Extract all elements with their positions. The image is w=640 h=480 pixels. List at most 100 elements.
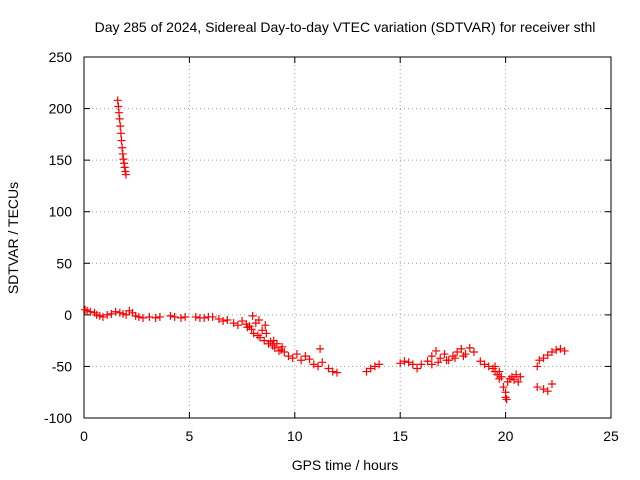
data-point [461,350,470,359]
data-point [111,307,120,316]
data-point [516,372,525,381]
grid [84,57,611,418]
x-axis-label: GPS time / hours [292,457,399,473]
data-point [288,354,297,363]
data-point [495,374,504,383]
x-tick-label: 10 [287,428,303,444]
plot-frame [83,56,612,419]
data-point [268,341,277,350]
data-point [119,155,128,164]
data-point [324,364,333,373]
data-point [117,136,126,145]
data-point [258,326,267,335]
data-point [328,367,337,376]
data-point [552,345,561,354]
y-tick-label: -100 [44,410,72,426]
data-point [166,311,175,320]
data-point [116,129,125,138]
data-point [81,305,90,314]
data-point [118,143,127,152]
data-point [495,367,504,376]
y-tick-label: 0 [64,307,72,323]
data-point [249,329,258,338]
data-point [366,364,375,373]
data-point [262,329,271,338]
data-point [284,352,293,361]
data-point [103,310,112,319]
y-tick-label: 100 [49,204,73,220]
data-point [114,102,123,111]
data-point [309,360,318,369]
data-point [434,358,443,367]
data-point [253,331,262,340]
data-point [543,351,552,360]
data-point [375,360,384,369]
data-point [248,311,257,320]
data-point [107,309,116,318]
data-point [448,352,457,361]
data-point [292,350,301,359]
data-point [200,313,209,322]
data-point [139,313,148,322]
data-point [223,316,232,325]
data-point [301,352,310,361]
data-point [502,395,511,404]
data-point [535,356,544,365]
data-point [476,357,485,366]
data-point [417,360,426,369]
data-point [305,355,314,364]
y-tick-label: 200 [49,101,73,117]
data-point [120,159,129,168]
data-point [501,393,510,402]
chart-title: Day 285 of 2024, Sidereal Day-to-day VTE… [95,19,596,35]
data-point [543,387,552,396]
y-tick-label: 50 [56,255,72,271]
data-point [233,321,242,330]
data-point [121,170,130,179]
data-point [116,122,125,131]
data-point [113,96,122,105]
x-tick-label: 25 [603,428,619,444]
y-tick-label: 250 [49,49,73,65]
y-axis-label: SDTVAR / TECUs [5,182,21,294]
data-point [151,313,160,322]
data-point [497,372,506,381]
data-point [260,336,269,345]
y-tick-label: -50 [52,358,72,374]
data-point [313,362,322,371]
data-point [115,114,124,123]
data-point [247,325,256,334]
data-point [491,362,500,371]
data-point [547,379,556,388]
x-tick-label: 0 [80,428,88,444]
data-point [514,377,523,386]
data-point [316,344,325,353]
data-point [155,312,164,321]
data-point [469,347,478,356]
data-point [512,370,521,379]
data-point [556,344,565,353]
data-points [81,96,569,404]
data-point [86,307,95,316]
data-point [318,358,327,367]
x-tick-label: 15 [392,428,408,444]
data-point [560,346,569,355]
data-point [254,316,263,325]
data-point [238,317,247,326]
data-point [457,344,466,353]
data-point [370,362,379,371]
data-point [191,312,200,321]
data-point [256,333,265,342]
data-point [451,354,460,363]
data-point [404,358,413,367]
data-point [539,354,548,363]
data-point [122,310,131,319]
data-point [408,360,417,369]
data-point [208,312,217,321]
data-point [134,312,143,321]
data-point [118,149,127,158]
data-point [229,319,238,328]
data-point [423,357,432,366]
data-point [533,362,542,371]
